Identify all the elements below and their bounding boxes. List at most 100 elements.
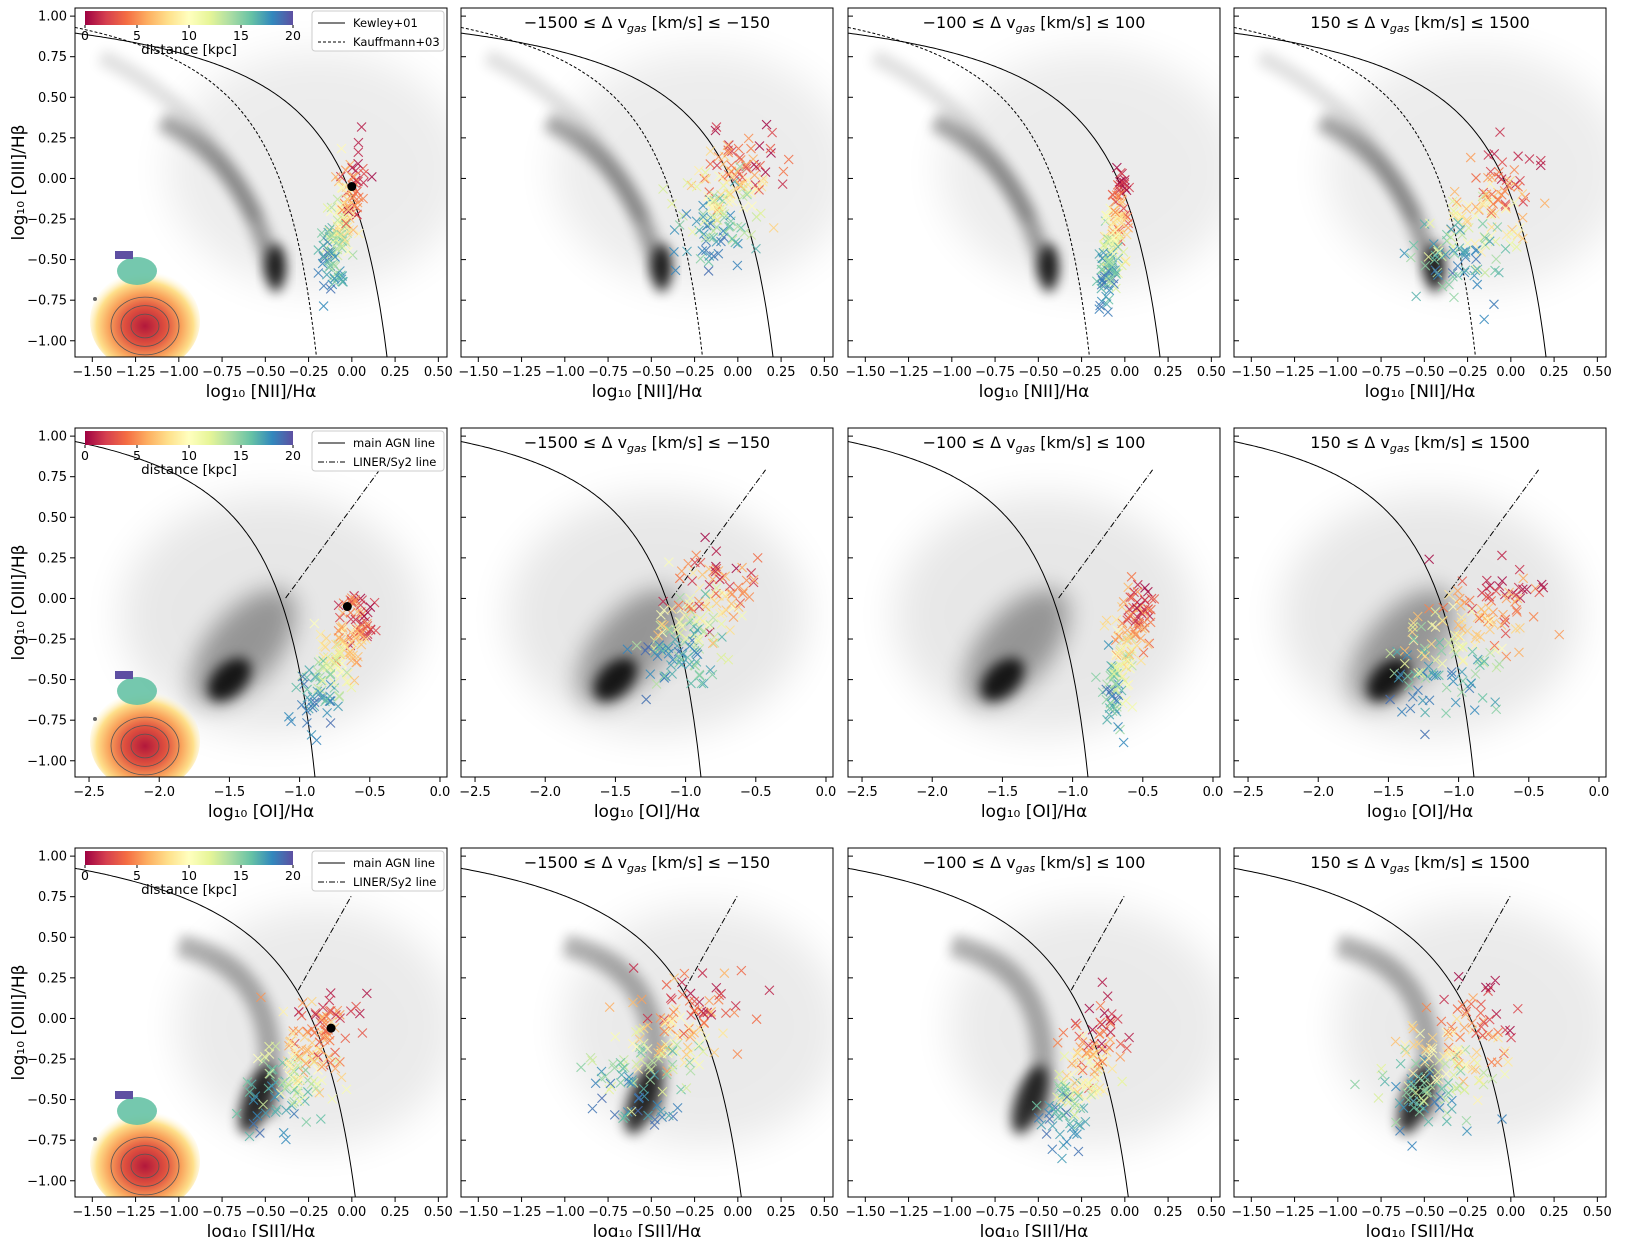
scatter-point <box>1110 650 1121 661</box>
scatter-point <box>697 569 708 580</box>
scatter-point <box>306 1024 317 1034</box>
scatter-point <box>1449 630 1460 641</box>
scatter-point <box>1457 666 1467 677</box>
scatter-point <box>655 620 666 631</box>
scatter-point <box>1539 198 1550 209</box>
scatter-point <box>1415 1028 1426 1039</box>
scatter-point <box>336 183 347 193</box>
scatter-point <box>703 619 714 630</box>
x-tick-label: −1.25 <box>502 1205 542 1220</box>
scatter-point <box>1414 1106 1425 1117</box>
scatter-point <box>684 599 695 609</box>
scatter-point <box>1441 1027 1452 1038</box>
scatter-point <box>1430 1075 1441 1085</box>
y-axis <box>461 435 466 762</box>
scatter-point <box>277 1077 288 1088</box>
scatter-point <box>655 1106 666 1117</box>
scatter-point <box>1455 1032 1465 1043</box>
scatter-point <box>312 1043 323 1054</box>
x-tick-label: −1.00 <box>159 1205 199 1220</box>
scatter-point <box>652 651 663 662</box>
density-ridge <box>157 113 283 278</box>
scatter-point <box>1481 189 1492 199</box>
scatter-point <box>693 635 704 646</box>
scatter-point <box>231 1108 242 1119</box>
scatter-point <box>1428 239 1439 249</box>
scatter-point <box>345 647 356 657</box>
scatter-point <box>746 568 757 578</box>
scatter-point <box>610 1031 621 1042</box>
galaxy-contour <box>93 297 97 301</box>
scatter-point <box>761 119 772 130</box>
plot-frame <box>847 427 1221 778</box>
scatter-point <box>585 1052 596 1063</box>
scatter-point <box>605 1078 616 1089</box>
scatter-point <box>716 652 727 663</box>
scatter-point <box>1481 591 1492 602</box>
scatter-point <box>324 995 335 1006</box>
scatter-point <box>741 575 752 586</box>
scatter-point <box>1409 633 1419 644</box>
scatter-point <box>1469 705 1480 716</box>
scatter-point <box>1485 179 1496 189</box>
x-tick-label: −0.75 <box>202 365 242 380</box>
x-tick-label: −1.25 <box>116 1205 156 1220</box>
scatter-point <box>659 620 669 631</box>
scatter-point <box>1095 300 1105 311</box>
scatter-point <box>1437 281 1448 292</box>
scatter-point <box>329 273 340 284</box>
scatter-point <box>751 212 762 222</box>
scatter-point <box>711 598 722 609</box>
scatter-point <box>1073 1146 1084 1157</box>
scatter-point <box>1457 1046 1468 1056</box>
scatter-point <box>1459 1084 1470 1095</box>
scatter-point <box>1481 583 1492 594</box>
scatter-point <box>302 692 313 703</box>
colorbar-tick-label: 15 <box>233 448 249 463</box>
y-tick-label: −1.00 <box>27 334 67 349</box>
scatter-point <box>1497 550 1507 561</box>
scatter-point <box>1436 646 1447 656</box>
scatter-point <box>1460 1009 1471 1020</box>
scatter-point <box>1122 615 1133 626</box>
scatter-point <box>1073 1119 1084 1130</box>
scatter-point <box>1113 721 1123 732</box>
scatter-point <box>359 611 369 622</box>
scatter-point <box>679 968 690 979</box>
scatter-point <box>713 994 724 1005</box>
legend-label: LINER/Sy2 line <box>353 875 436 889</box>
scatter-point <box>694 1059 704 1070</box>
scatter-point <box>1458 655 1469 665</box>
scatter-point <box>1479 232 1490 242</box>
scatter-point <box>704 564 714 575</box>
scatter-point <box>705 146 716 156</box>
scatter-point <box>697 246 708 256</box>
x-tick-label: −0.5 <box>354 785 386 800</box>
scatter-point <box>1124 649 1135 660</box>
scatter-point <box>1476 1022 1487 1032</box>
scatter-point <box>318 301 329 311</box>
colorbar-tick-label: 10 <box>181 28 197 43</box>
scatter-point <box>1060 1081 1071 1092</box>
scatter-point <box>714 990 725 1001</box>
scatter-point <box>706 590 716 601</box>
scatter-point <box>1395 669 1406 680</box>
galaxy-contour <box>110 716 180 776</box>
scatter-point <box>1111 162 1122 173</box>
scatter-point <box>297 998 308 1008</box>
x-axis-label: log₁₀ [OI]/Hα <box>1367 802 1473 822</box>
scatter-point <box>1118 597 1129 607</box>
scatter-point <box>730 237 741 248</box>
scatter-point <box>1107 189 1118 200</box>
scatter-point <box>752 552 763 563</box>
scatter-point <box>657 1112 667 1122</box>
scatter-point <box>642 1013 653 1024</box>
scatter-point <box>638 1083 649 1094</box>
scatter-point <box>640 645 651 656</box>
scatter-point <box>652 1100 663 1111</box>
colorbar-tick-label: 10 <box>181 448 197 463</box>
scatter-point <box>609 1109 620 1120</box>
scatter-point <box>271 1104 282 1115</box>
liner-sy2-line <box>671 469 766 599</box>
plot-area <box>848 867 1220 1197</box>
